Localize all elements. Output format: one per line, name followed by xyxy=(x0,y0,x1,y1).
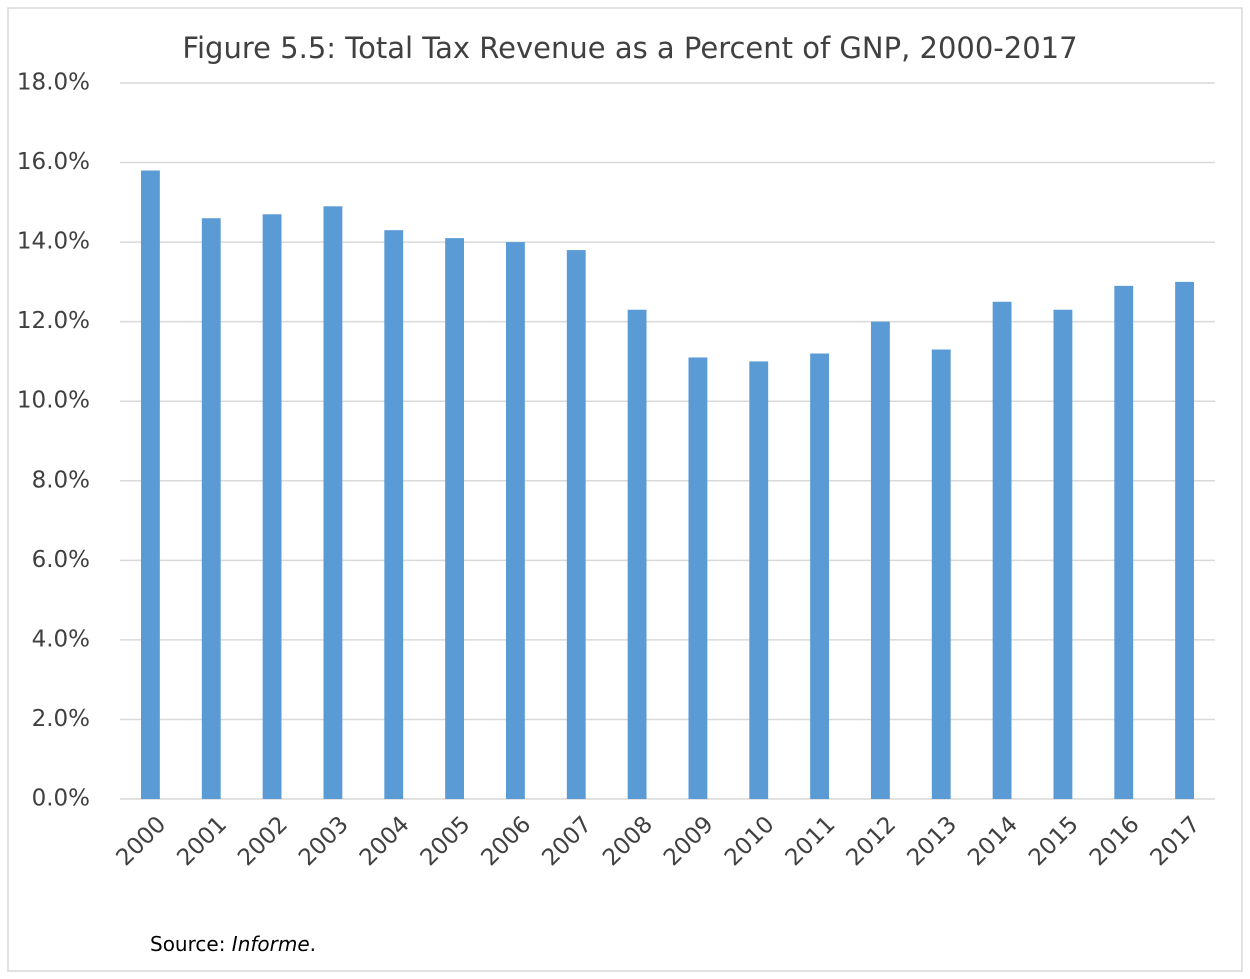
source-suffix: . xyxy=(310,932,316,956)
bar xyxy=(688,357,708,799)
y-tick-label: 8.0% xyxy=(32,467,90,493)
bar xyxy=(505,242,525,800)
y-tick-label: 12.0% xyxy=(17,308,90,334)
bar xyxy=(1175,281,1195,799)
y-tick-label: 14.0% xyxy=(17,229,90,255)
bar xyxy=(627,309,647,799)
y-tick-label: 4.0% xyxy=(32,626,90,652)
chart-title: Figure 5.5: Total Tax Revenue as a Perce… xyxy=(182,31,1077,65)
bar xyxy=(384,230,404,799)
y-tick-label: 2.0% xyxy=(32,706,90,732)
y-tick-label: 0.0% xyxy=(32,786,90,812)
bar xyxy=(870,321,890,799)
source-prefix: Source: xyxy=(150,932,232,956)
y-tick-label: 6.0% xyxy=(32,547,90,573)
y-tick-label: 18.0% xyxy=(17,70,90,96)
bar xyxy=(566,250,586,800)
bar xyxy=(201,218,221,799)
bar xyxy=(323,206,343,800)
bar xyxy=(992,301,1012,799)
bar xyxy=(810,353,830,799)
source-emphasis: Informe xyxy=(232,932,310,956)
y-tick-label: 16.0% xyxy=(17,149,90,175)
bar xyxy=(931,349,951,799)
bar xyxy=(140,170,160,799)
bar xyxy=(262,214,282,799)
bar xyxy=(445,238,465,800)
y-tick-label: 10.0% xyxy=(17,388,90,414)
bar xyxy=(1053,309,1073,799)
source-note: Source: Informe. xyxy=(150,932,316,956)
bar xyxy=(1114,285,1134,799)
bar xyxy=(749,361,769,799)
